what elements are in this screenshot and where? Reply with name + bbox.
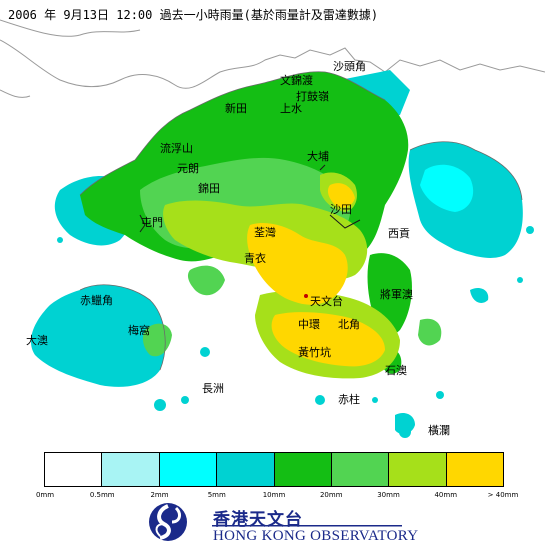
place-label: 錦田 — [198, 182, 220, 195]
legend-swatch — [159, 453, 218, 486]
place-label: 文錦渡 — [280, 74, 313, 87]
waterways — [139, 164, 361, 233]
legend-tick-label: > 40mm — [487, 491, 519, 499]
map-title: 2006 年 9月13日 12:00 過去一小時雨量(基於雨量計及雷達數據) — [8, 8, 379, 22]
place-label: 流浮山 — [160, 142, 193, 155]
place-label: 黃竹坑 — [298, 346, 331, 359]
logo-name-english: HONG KONG OBSERVATORY — [213, 528, 419, 544]
legend-tick-label: 40mm — [434, 491, 458, 499]
place-label: 大埔 — [307, 150, 329, 163]
place-label: 北角 — [338, 318, 360, 331]
legend-tick-label: 5mm — [207, 491, 226, 499]
place-label: 沙頭角 — [333, 60, 366, 73]
legend-tick-label: 10mm — [262, 491, 286, 499]
place-label: 橫瀾 — [428, 424, 450, 437]
place-label: 天文台 — [310, 295, 343, 308]
place-label: 打鼓嶺 — [296, 90, 329, 103]
islands — [57, 226, 534, 438]
place-label: 沙田 — [330, 203, 352, 216]
legend-swatch — [331, 453, 390, 486]
rainfall-map — [0, 19, 545, 438]
legend-tick-label: 2mm — [150, 491, 169, 499]
legend-tick-label: 0.5mm — [89, 491, 115, 499]
legend-swatch — [389, 453, 447, 486]
legend-swatch — [217, 453, 275, 486]
legend-tick-label: 0mm — [35, 491, 55, 499]
yellow-zone — [247, 183, 385, 367]
mainland-coastline — [0, 19, 545, 98]
legend-swatch — [274, 453, 332, 486]
legend-tick-label: 20mm — [319, 491, 343, 499]
hko-logo — [149, 503, 402, 541]
place-label: 赤鱲角 — [80, 294, 113, 307]
place-label: 中環 — [298, 318, 320, 331]
legend-swatch — [446, 453, 503, 486]
place-label: 梅窩 — [128, 324, 150, 337]
place-label: 上水 — [280, 102, 302, 115]
observatory-marker — [304, 294, 308, 298]
place-label: 新田 — [225, 102, 247, 115]
legend-tick-label: 30mm — [377, 491, 400, 499]
place-label: 元朗 — [177, 162, 199, 175]
place-label: 大澳 — [26, 334, 48, 347]
legend-swatch — [102, 453, 160, 486]
legend-swatch — [45, 453, 103, 486]
place-label: 青衣 — [244, 252, 266, 265]
place-label: 西貢 — [388, 227, 410, 240]
place-label: 石澳 — [385, 364, 407, 377]
rainfall-legend — [44, 452, 504, 487]
logo-name-chinese: 香港天文台 — [213, 510, 303, 530]
place-label: 將軍澳 — [380, 288, 413, 301]
place-label: 屯門 — [141, 216, 163, 229]
place-label: 長洲 — [202, 382, 224, 395]
place-label: 赤柱 — [338, 393, 360, 406]
place-label: 荃灣 — [254, 226, 276, 239]
coastline — [79, 71, 523, 371]
